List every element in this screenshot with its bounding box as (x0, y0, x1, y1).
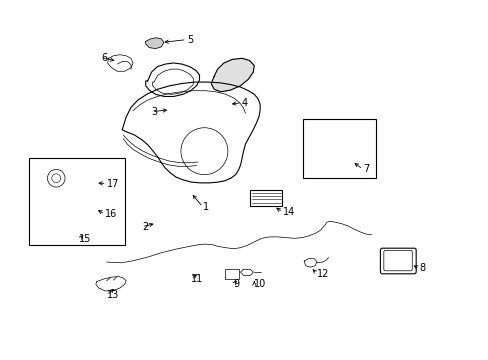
Text: 4: 4 (242, 98, 248, 108)
Text: 10: 10 (254, 279, 266, 289)
Polygon shape (122, 82, 260, 183)
Polygon shape (304, 258, 316, 267)
Polygon shape (316, 123, 342, 143)
Text: 6: 6 (102, 53, 108, 63)
Polygon shape (145, 38, 163, 49)
Text: 15: 15 (79, 234, 91, 244)
Text: 11: 11 (190, 274, 203, 284)
Text: 17: 17 (106, 179, 119, 189)
Bar (250, 190, 282, 206)
Text: 5: 5 (186, 35, 193, 45)
Polygon shape (96, 276, 126, 291)
Polygon shape (321, 129, 338, 140)
FancyBboxPatch shape (380, 248, 415, 274)
FancyBboxPatch shape (383, 251, 411, 271)
Text: 12: 12 (316, 269, 328, 279)
Bar (303, 119, 375, 178)
Text: 8: 8 (419, 263, 425, 273)
Polygon shape (211, 58, 254, 92)
Polygon shape (53, 195, 81, 211)
Polygon shape (145, 63, 199, 96)
Text: 16: 16 (105, 209, 117, 219)
Text: 9: 9 (233, 279, 240, 289)
Text: 13: 13 (106, 290, 119, 300)
Polygon shape (107, 55, 133, 71)
Text: 14: 14 (282, 207, 294, 217)
Text: 1: 1 (203, 202, 209, 212)
Text: 3: 3 (151, 107, 158, 117)
Bar (29, 158, 124, 245)
Bar (224, 269, 238, 279)
Polygon shape (240, 269, 253, 275)
Text: 7: 7 (362, 164, 368, 174)
Text: 2: 2 (142, 222, 148, 232)
